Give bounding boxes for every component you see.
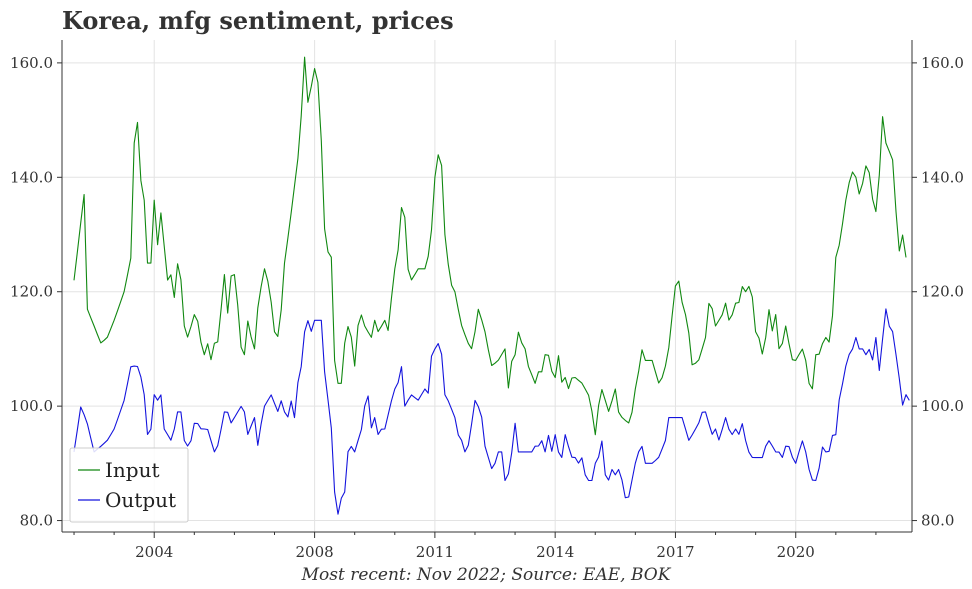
legend: Input Output bbox=[69, 447, 189, 523]
x-tick-label: 2014 bbox=[536, 543, 574, 561]
y-tick-label-left: 120.0 bbox=[10, 283, 53, 301]
y-tick-label-right: 160.0 bbox=[921, 54, 964, 72]
chart-caption: Most recent: Nov 2022; Source: EAE, BOK bbox=[301, 565, 671, 585]
x-tick-label: 2004 bbox=[135, 543, 173, 561]
series-line-input bbox=[73, 56, 907, 436]
y-tick-label-left: 100.0 bbox=[10, 397, 53, 415]
legend-box bbox=[69, 447, 189, 523]
x-tick-label: 2008 bbox=[296, 543, 334, 561]
y-tick-label-right: 80.0 bbox=[921, 512, 954, 530]
y-tick-label-left: 140.0 bbox=[10, 168, 53, 186]
chart-canvas: 80.0 80.0 100.0 100.0 120.0 120.0 140.0 140.0 16… bbox=[10, 40, 964, 561]
y-tick-label-left: 80.0 bbox=[20, 512, 53, 530]
series-lines bbox=[73, 56, 910, 515]
x-tick-label: 2017 bbox=[656, 543, 694, 561]
series-line-output bbox=[73, 308, 910, 515]
x-tick-label: 2020 bbox=[777, 543, 815, 561]
x-tick-label: 2011 bbox=[416, 543, 454, 561]
chart-title: Korea, mfg sentiment, prices bbox=[62, 6, 454, 35]
gridlines bbox=[62, 40, 912, 532]
y-tick-label-left: 160.0 bbox=[10, 54, 53, 72]
legend-label-output: Output bbox=[105, 488, 176, 512]
y-tick-label-right: 140.0 bbox=[921, 168, 964, 186]
legend-label-input: Input bbox=[105, 458, 160, 482]
axes: 80.0 80.0 100.0 100.0 120.0 120.0 140.0 140.0 16… bbox=[10, 40, 964, 561]
y-tick-label-right: 100.0 bbox=[921, 397, 964, 415]
y-tick-label-right: 120.0 bbox=[921, 283, 964, 301]
